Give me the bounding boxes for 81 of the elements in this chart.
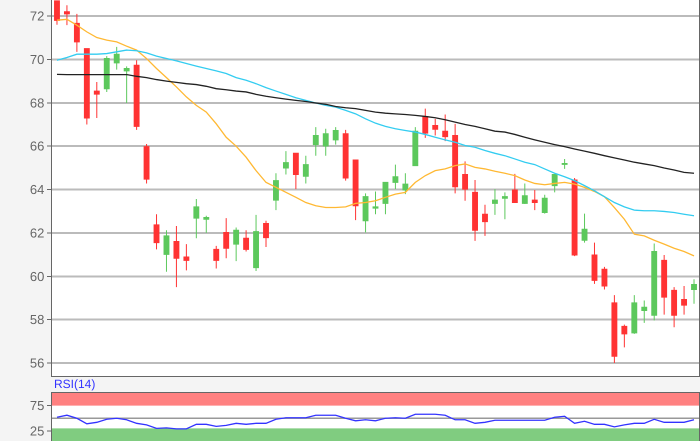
y-tick-label: 68	[30, 95, 44, 110]
candlestick	[442, 114, 448, 142]
candlestick	[572, 178, 578, 257]
candlestick	[502, 192, 508, 220]
candlestick	[641, 300, 648, 324]
y-tick-label: 62	[30, 225, 44, 240]
candlestick	[322, 128, 329, 156]
line-series	[56, 18, 695, 257]
candlestick	[74, 13, 80, 52]
candlestick	[372, 190, 378, 215]
candlestick	[263, 220, 269, 248]
candlestick	[462, 160, 468, 202]
candlestick	[302, 155, 309, 184]
candlestick	[412, 126, 418, 166]
candlestick	[392, 164, 398, 190]
y-tick-label: 72	[30, 8, 44, 24]
candlestick	[233, 226, 240, 262]
candlestick	[193, 198, 200, 239]
candlestick	[154, 214, 160, 250]
candlestick	[681, 286, 688, 316]
candlestick	[342, 129, 349, 182]
candlestick	[144, 143, 150, 184]
candlestick	[661, 254, 668, 316]
candlestick	[542, 194, 548, 214]
candlestick	[94, 81, 100, 118]
candlestick	[482, 204, 488, 236]
candlestick	[432, 118, 438, 136]
candlestick	[213, 245, 220, 269]
candlestick	[382, 182, 388, 215]
candlestick	[492, 188, 498, 216]
candlestick	[621, 324, 628, 348]
line-series	[56, 74, 695, 174]
candlestick	[173, 225, 180, 288]
candlestick	[164, 230, 170, 272]
candlestick	[223, 218, 230, 259]
y-tick-label: 58	[30, 312, 44, 328]
candlestick	[273, 172, 279, 211]
y-tick-label: 64	[30, 182, 44, 198]
candlestick	[532, 189, 538, 211]
candlestick	[522, 182, 528, 205]
candlestick	[452, 123, 458, 194]
candlestick	[671, 286, 678, 328]
candlestick	[552, 174, 558, 193]
candlestick	[134, 60, 140, 130]
candlestick	[472, 179, 478, 242]
candlestick	[114, 46, 120, 70]
candlestick	[332, 126, 339, 146]
candlestick	[243, 230, 250, 252]
chart-title: RSI(14)	[54, 377, 96, 391]
candlestick	[691, 278, 697, 304]
candlestick	[183, 244, 190, 271]
candlestick	[253, 214, 259, 272]
y-tick-label: 75	[30, 398, 44, 414]
y-tick-label: 70	[30, 52, 44, 67]
candlestick	[203, 215, 210, 234]
candlestick	[292, 152, 299, 190]
candlestick	[124, 66, 130, 104]
y-tick-label: 60	[30, 268, 44, 284]
candlestick	[422, 108, 428, 138]
candlestick	[362, 192, 368, 233]
candlestick	[582, 213, 588, 244]
candlestick	[84, 48, 90, 125]
candlestick	[64, 4, 70, 26]
candlestick	[512, 173, 518, 204]
candlestick	[602, 266, 608, 290]
candlestick	[592, 242, 598, 284]
candlestick	[562, 158, 568, 170]
candlestick	[104, 56, 110, 92]
candlestick	[282, 150, 289, 176]
y-tick-label: 56	[30, 356, 44, 371]
candlestick	[631, 294, 638, 334]
y-tick-label: 25	[30, 423, 44, 438]
candlestick	[312, 126, 319, 156]
candlestick	[352, 160, 359, 221]
candlestick	[611, 294, 618, 364]
candlestick	[54, 0, 60, 26]
candlestick	[402, 172, 408, 195]
line-series	[56, 49, 695, 216]
y-tick-label: 66	[30, 138, 44, 154]
candlestick	[651, 243, 658, 321]
line-series	[56, 414, 695, 430]
